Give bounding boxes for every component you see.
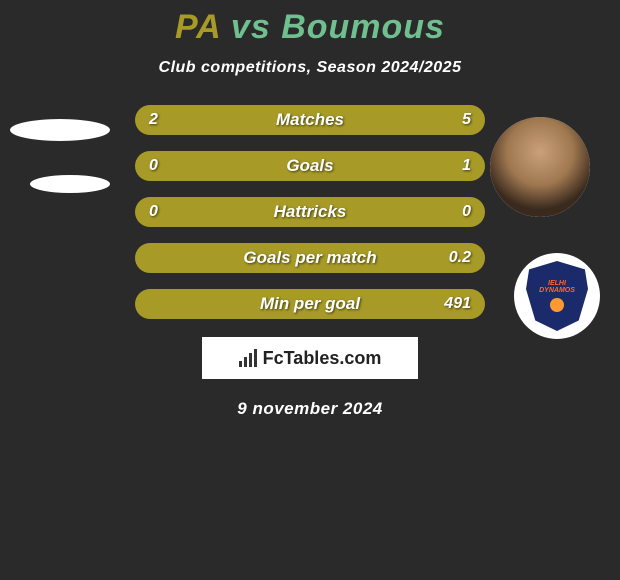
page-title: PA vs Boumous xyxy=(0,8,620,47)
shield-text-1: IELHI xyxy=(548,280,566,287)
stat-value-right: 491 xyxy=(444,295,471,313)
stat-label: Matches xyxy=(135,110,485,130)
stat-rows: Matches25Goals01Hattricks00Goals per mat… xyxy=(135,105,485,319)
stat-label: Goals per match xyxy=(135,248,485,268)
stat-label: Min per goal xyxy=(135,294,485,314)
stat-row: Goals per match0.2 xyxy=(135,243,485,273)
shield-text-2: DYNAMOS xyxy=(539,287,575,294)
player1-club-logo xyxy=(30,175,110,193)
vs-text: vs xyxy=(220,8,281,46)
date-text: 9 november 2024 xyxy=(0,399,620,419)
player2-club-logo: IELHI DYNAMOS xyxy=(514,253,600,339)
stat-row: Min per goal491 xyxy=(135,289,485,319)
comparison-card: PA vs Boumous Club competitions, Season … xyxy=(0,0,620,419)
bars-icon xyxy=(239,349,257,367)
stat-value-left: 2 xyxy=(149,111,158,129)
stat-value-right: 0.2 xyxy=(449,249,471,267)
stats-area: IELHI DYNAMOS Matches25Goals01Hattricks0… xyxy=(0,105,620,419)
stat-label: Goals xyxy=(135,156,485,176)
stat-value-left: 0 xyxy=(149,203,158,221)
stat-row: Goals0 1 xyxy=(135,151,485,181)
subtitle: Club competitions, Season 2024/2025 xyxy=(0,59,620,77)
watermark: FcTables.com xyxy=(202,337,418,379)
ball-icon xyxy=(550,298,564,312)
watermark-text: FcTables.com xyxy=(263,348,382,369)
stat-value-right: 0 xyxy=(462,203,471,221)
player2-photo xyxy=(490,117,590,217)
stat-row: Hattricks0 0 xyxy=(135,197,485,227)
stat-label: Hattricks xyxy=(135,202,485,222)
player2-name: Boumous xyxy=(281,8,445,46)
shield-icon: IELHI DYNAMOS xyxy=(526,261,588,331)
stat-value-left: 0 xyxy=(149,157,158,175)
player1-name: PA xyxy=(175,8,220,46)
stat-row: Matches2 5 xyxy=(135,105,485,135)
stat-value-right: 5 xyxy=(462,111,471,129)
player2-face-placeholder xyxy=(490,117,590,217)
stat-value-right: 1 xyxy=(462,157,471,175)
player1-photo xyxy=(10,119,110,141)
